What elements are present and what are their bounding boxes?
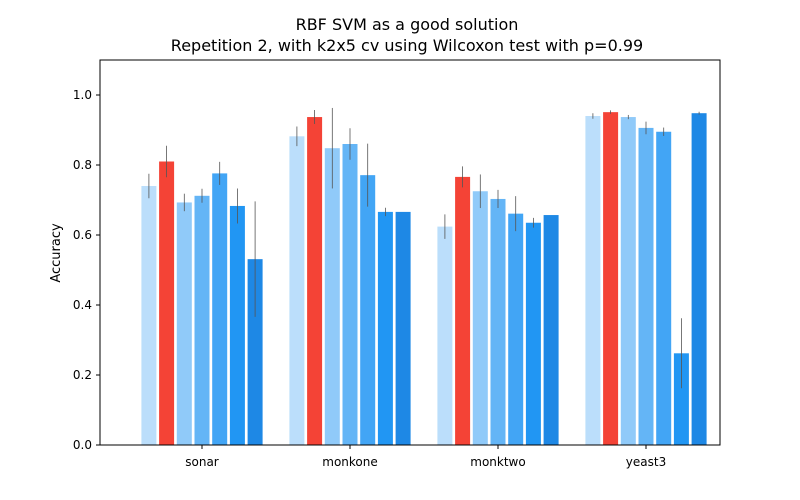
bar-sonar-2 xyxy=(176,202,192,445)
y-tick-label-0.6: 0.6 xyxy=(73,228,92,242)
bar-monkone-4 xyxy=(360,175,376,445)
y-axis-label: Accuracy xyxy=(49,223,64,283)
y-tick-label-1.0: 1.0 xyxy=(73,88,92,102)
x-axis-ticks: sonar monkone monktwo yeast3 xyxy=(185,445,666,469)
plot-frame xyxy=(99,59,721,446)
bar-monktwo-2 xyxy=(472,191,488,445)
bar-monktwo-6 xyxy=(543,215,559,445)
error-bars-group xyxy=(148,107,700,389)
y-tick-label-0.4: 0.4 xyxy=(73,298,92,312)
bar-monkone-6 xyxy=(395,211,411,445)
bar-sonar-6 xyxy=(247,259,263,445)
bar-monktwo-0 xyxy=(437,226,453,445)
bar-sonar-0 xyxy=(141,186,157,445)
bar-monktwo-3 xyxy=(490,198,506,445)
bar-yeast3-1 xyxy=(603,112,619,446)
bar-sonar-4 xyxy=(212,173,228,445)
bar-monktwo-1 xyxy=(455,176,471,445)
y-tick-label-0.0: 0.0 xyxy=(73,438,92,452)
bar-monkone-3 xyxy=(342,144,358,445)
x-tick-label-monktwo: monktwo xyxy=(470,455,525,469)
bar-yeast3-4 xyxy=(656,131,672,445)
x-tick-label-monkone: monkone xyxy=(322,455,378,469)
x-tick-label-sonar: sonar xyxy=(185,455,219,469)
chart-title: RBF SVM as a good solution xyxy=(296,15,519,34)
bar-sonar-5 xyxy=(229,205,245,445)
bar-sonar-3 xyxy=(194,195,210,445)
bar-yeast3-3 xyxy=(638,127,654,446)
bar-yeast3-2 xyxy=(620,117,636,446)
bar-sonar-1 xyxy=(159,161,175,445)
x-tick-label-yeast3: yeast3 xyxy=(626,455,666,469)
y-tick-label-0.2: 0.2 xyxy=(73,368,92,382)
y-tick-label-0.8: 0.8 xyxy=(73,158,92,172)
bar-monkone-5 xyxy=(377,211,393,445)
bar-yeast3-6 xyxy=(691,113,707,445)
bar-monktwo-5 xyxy=(525,222,541,445)
bar-monkone-2 xyxy=(324,148,340,445)
bars-group xyxy=(141,112,707,446)
bar-monkone-0 xyxy=(289,136,305,446)
bar-monkone-1 xyxy=(307,117,323,446)
bar-yeast3-0 xyxy=(585,116,601,445)
y-axis-ticks: 0.0 0.2 0.4 0.6 0.8 1.0 xyxy=(73,88,100,452)
bar-yeast3-5 xyxy=(673,353,689,445)
bar-monktwo-4 xyxy=(508,213,524,445)
chart-subtitle: Repetition 2, with k2x5 cv using Wilcoxo… xyxy=(171,36,643,55)
